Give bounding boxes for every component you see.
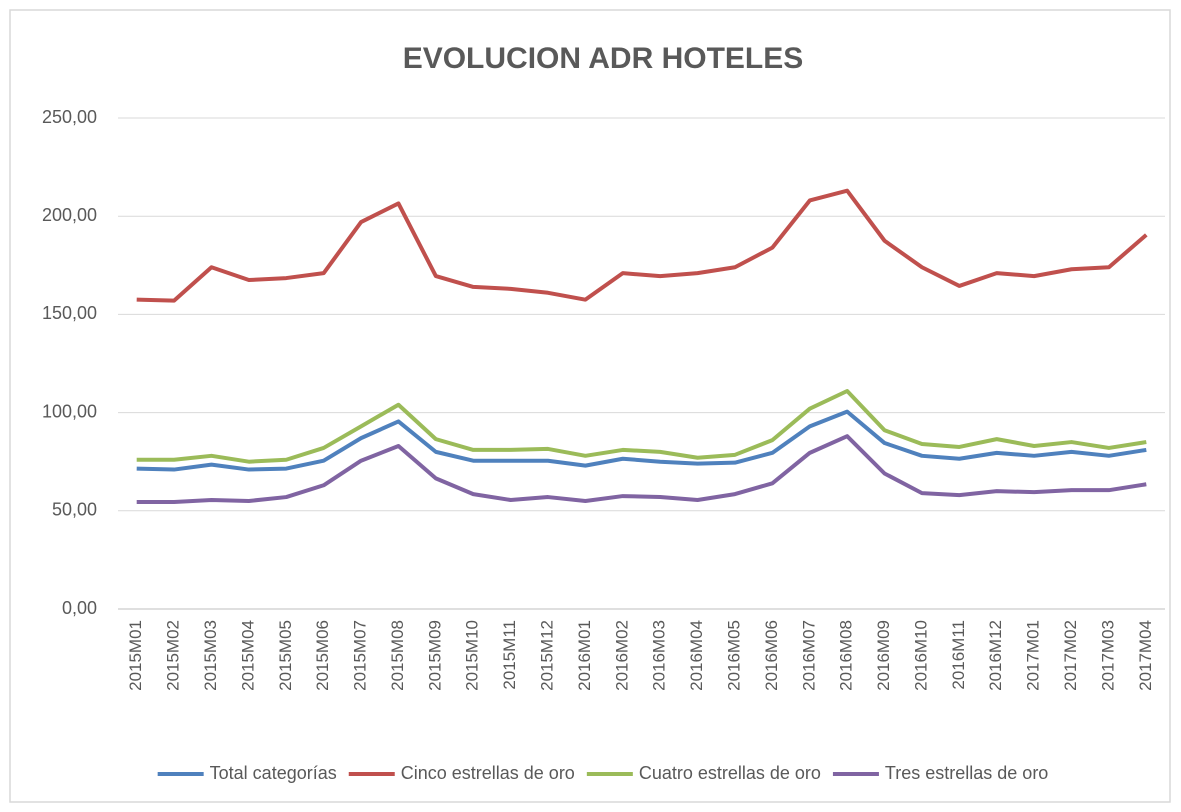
x-tick-label: 2017M01 (1024, 620, 1043, 691)
x-tick-label: 2015M07 (351, 620, 370, 691)
x-tick-label: 2016M06 (762, 620, 781, 691)
x-tick-label: 2015M09 (425, 620, 444, 691)
x-tick-label: 2015M01 (126, 620, 145, 691)
x-tick-label: 2017M02 (1061, 620, 1080, 691)
x-tick-label: 2015M05 (276, 620, 295, 691)
line-series (136, 434, 1147, 504)
x-tick-label: 2015M02 (164, 620, 183, 691)
x-tick-label: 2017M04 (1136, 620, 1155, 691)
x-tick-label: 2016M12 (986, 620, 1005, 691)
x-tick-label: 2016M02 (612, 620, 631, 691)
legend-label: Cinco estrellas de oro (401, 763, 575, 783)
y-tick-label: 200,00 (42, 205, 97, 225)
x-tick-label: 2015M11 (500, 620, 519, 690)
x-tick-label: 2015M08 (388, 620, 407, 691)
y-tick-label: 0,00 (62, 598, 97, 618)
x-tick-label: 2017M03 (1098, 620, 1117, 691)
x-tick-label: 2016M11 (949, 620, 968, 690)
y-tick-label: 150,00 (42, 303, 97, 323)
x-tick-label: 2016M05 (724, 620, 743, 691)
x-tick-label: 2016M09 (874, 620, 893, 691)
legend-label: Tres estrellas de oro (885, 763, 1048, 783)
x-tick-label: 2016M08 (837, 620, 856, 691)
x-tick-label: 2015M04 (238, 620, 257, 691)
x-tick-label: 2016M07 (799, 620, 818, 691)
x-tick-label: 2015M06 (313, 620, 332, 691)
x-tick-label: 2016M01 (575, 620, 594, 691)
chart-border (9, 9, 1171, 803)
legend-label: Total categorías (210, 763, 337, 783)
x-tick-label: 2015M12 (538, 620, 557, 691)
chart-title: EVOLUCION ADR HOTELES (403, 42, 804, 75)
legend-label: Cuatro estrellas de oro (639, 763, 821, 783)
y-tick-label: 250,00 (42, 107, 97, 127)
line-series (136, 388, 1147, 464)
line-series (136, 409, 1147, 472)
x-tick-label: 2015M03 (201, 620, 220, 691)
line-series (136, 188, 1148, 303)
x-tick-label: 2016M10 (911, 620, 930, 691)
y-tick-label: 50,00 (52, 500, 97, 520)
x-tick-label: 2016M04 (687, 620, 706, 691)
y-tick-label: 100,00 (42, 401, 97, 421)
x-tick-label: 2015M10 (463, 620, 482, 691)
x-tick-label: 2016M03 (650, 620, 669, 691)
